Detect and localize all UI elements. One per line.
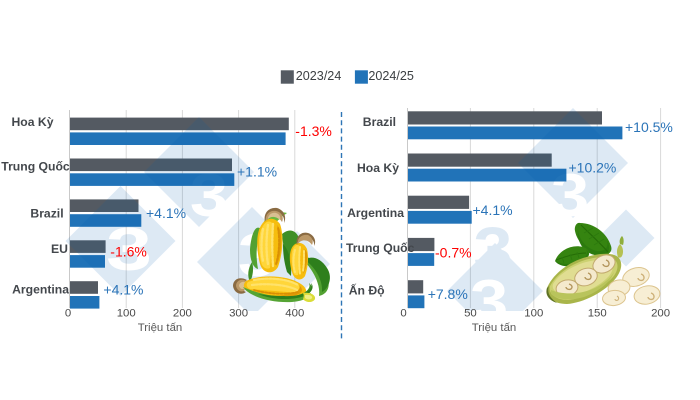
svg-text:-1.3%: -1.3% — [295, 123, 332, 139]
svg-text:Triệu tấn: Triệu tấn — [472, 322, 517, 334]
svg-text:3: 3 — [473, 215, 512, 286]
svg-text:+1.1%: +1.1% — [237, 163, 277, 179]
svg-text:200: 200 — [651, 307, 670, 319]
svg-text:150: 150 — [588, 307, 607, 319]
svg-text:+7.8%: +7.8% — [428, 286, 468, 302]
svg-text:+4.1%: +4.1% — [146, 205, 186, 221]
svg-text:Hoa Kỳ: Hoa Kỳ — [357, 161, 399, 175]
svg-text:+10.5%: +10.5% — [625, 119, 673, 135]
svg-text:50: 50 — [464, 307, 477, 319]
svg-text:100: 100 — [117, 307, 136, 319]
svg-text:2023/24: 2023/24 — [296, 69, 342, 83]
svg-text:300: 300 — [229, 307, 248, 319]
svg-text:Argentina: Argentina — [12, 283, 69, 297]
svg-text:Trung Quốc: Trung Quốc — [1, 160, 70, 174]
svg-text:2024/25: 2024/25 — [368, 69, 414, 83]
svg-text:Trung Quốc: Trung Quốc — [346, 241, 415, 255]
svg-text:Argentina: Argentina — [347, 206, 404, 220]
svg-text:Brazil: Brazil — [363, 115, 396, 129]
svg-text:200: 200 — [173, 307, 192, 319]
svg-text:+4.1%: +4.1% — [473, 202, 513, 218]
svg-text:400: 400 — [285, 307, 304, 319]
svg-text:-1.6%: -1.6% — [110, 244, 147, 260]
svg-text:-0.7%: -0.7% — [435, 245, 472, 261]
svg-text:0: 0 — [65, 307, 71, 319]
svg-text:EU: EU — [51, 242, 68, 256]
svg-text:Hoa Kỳ: Hoa Kỳ — [12, 115, 54, 129]
svg-text:Triệu tấn: Triệu tấn — [138, 322, 183, 334]
svg-text:Ấn Độ: Ấn Độ — [349, 283, 385, 298]
svg-text:+4.1%: +4.1% — [103, 282, 143, 298]
svg-text:Brazil: Brazil — [30, 206, 63, 220]
svg-text:0: 0 — [400, 307, 406, 319]
svg-text:100: 100 — [524, 307, 543, 319]
svg-text:+10.2%: +10.2% — [569, 159, 617, 175]
